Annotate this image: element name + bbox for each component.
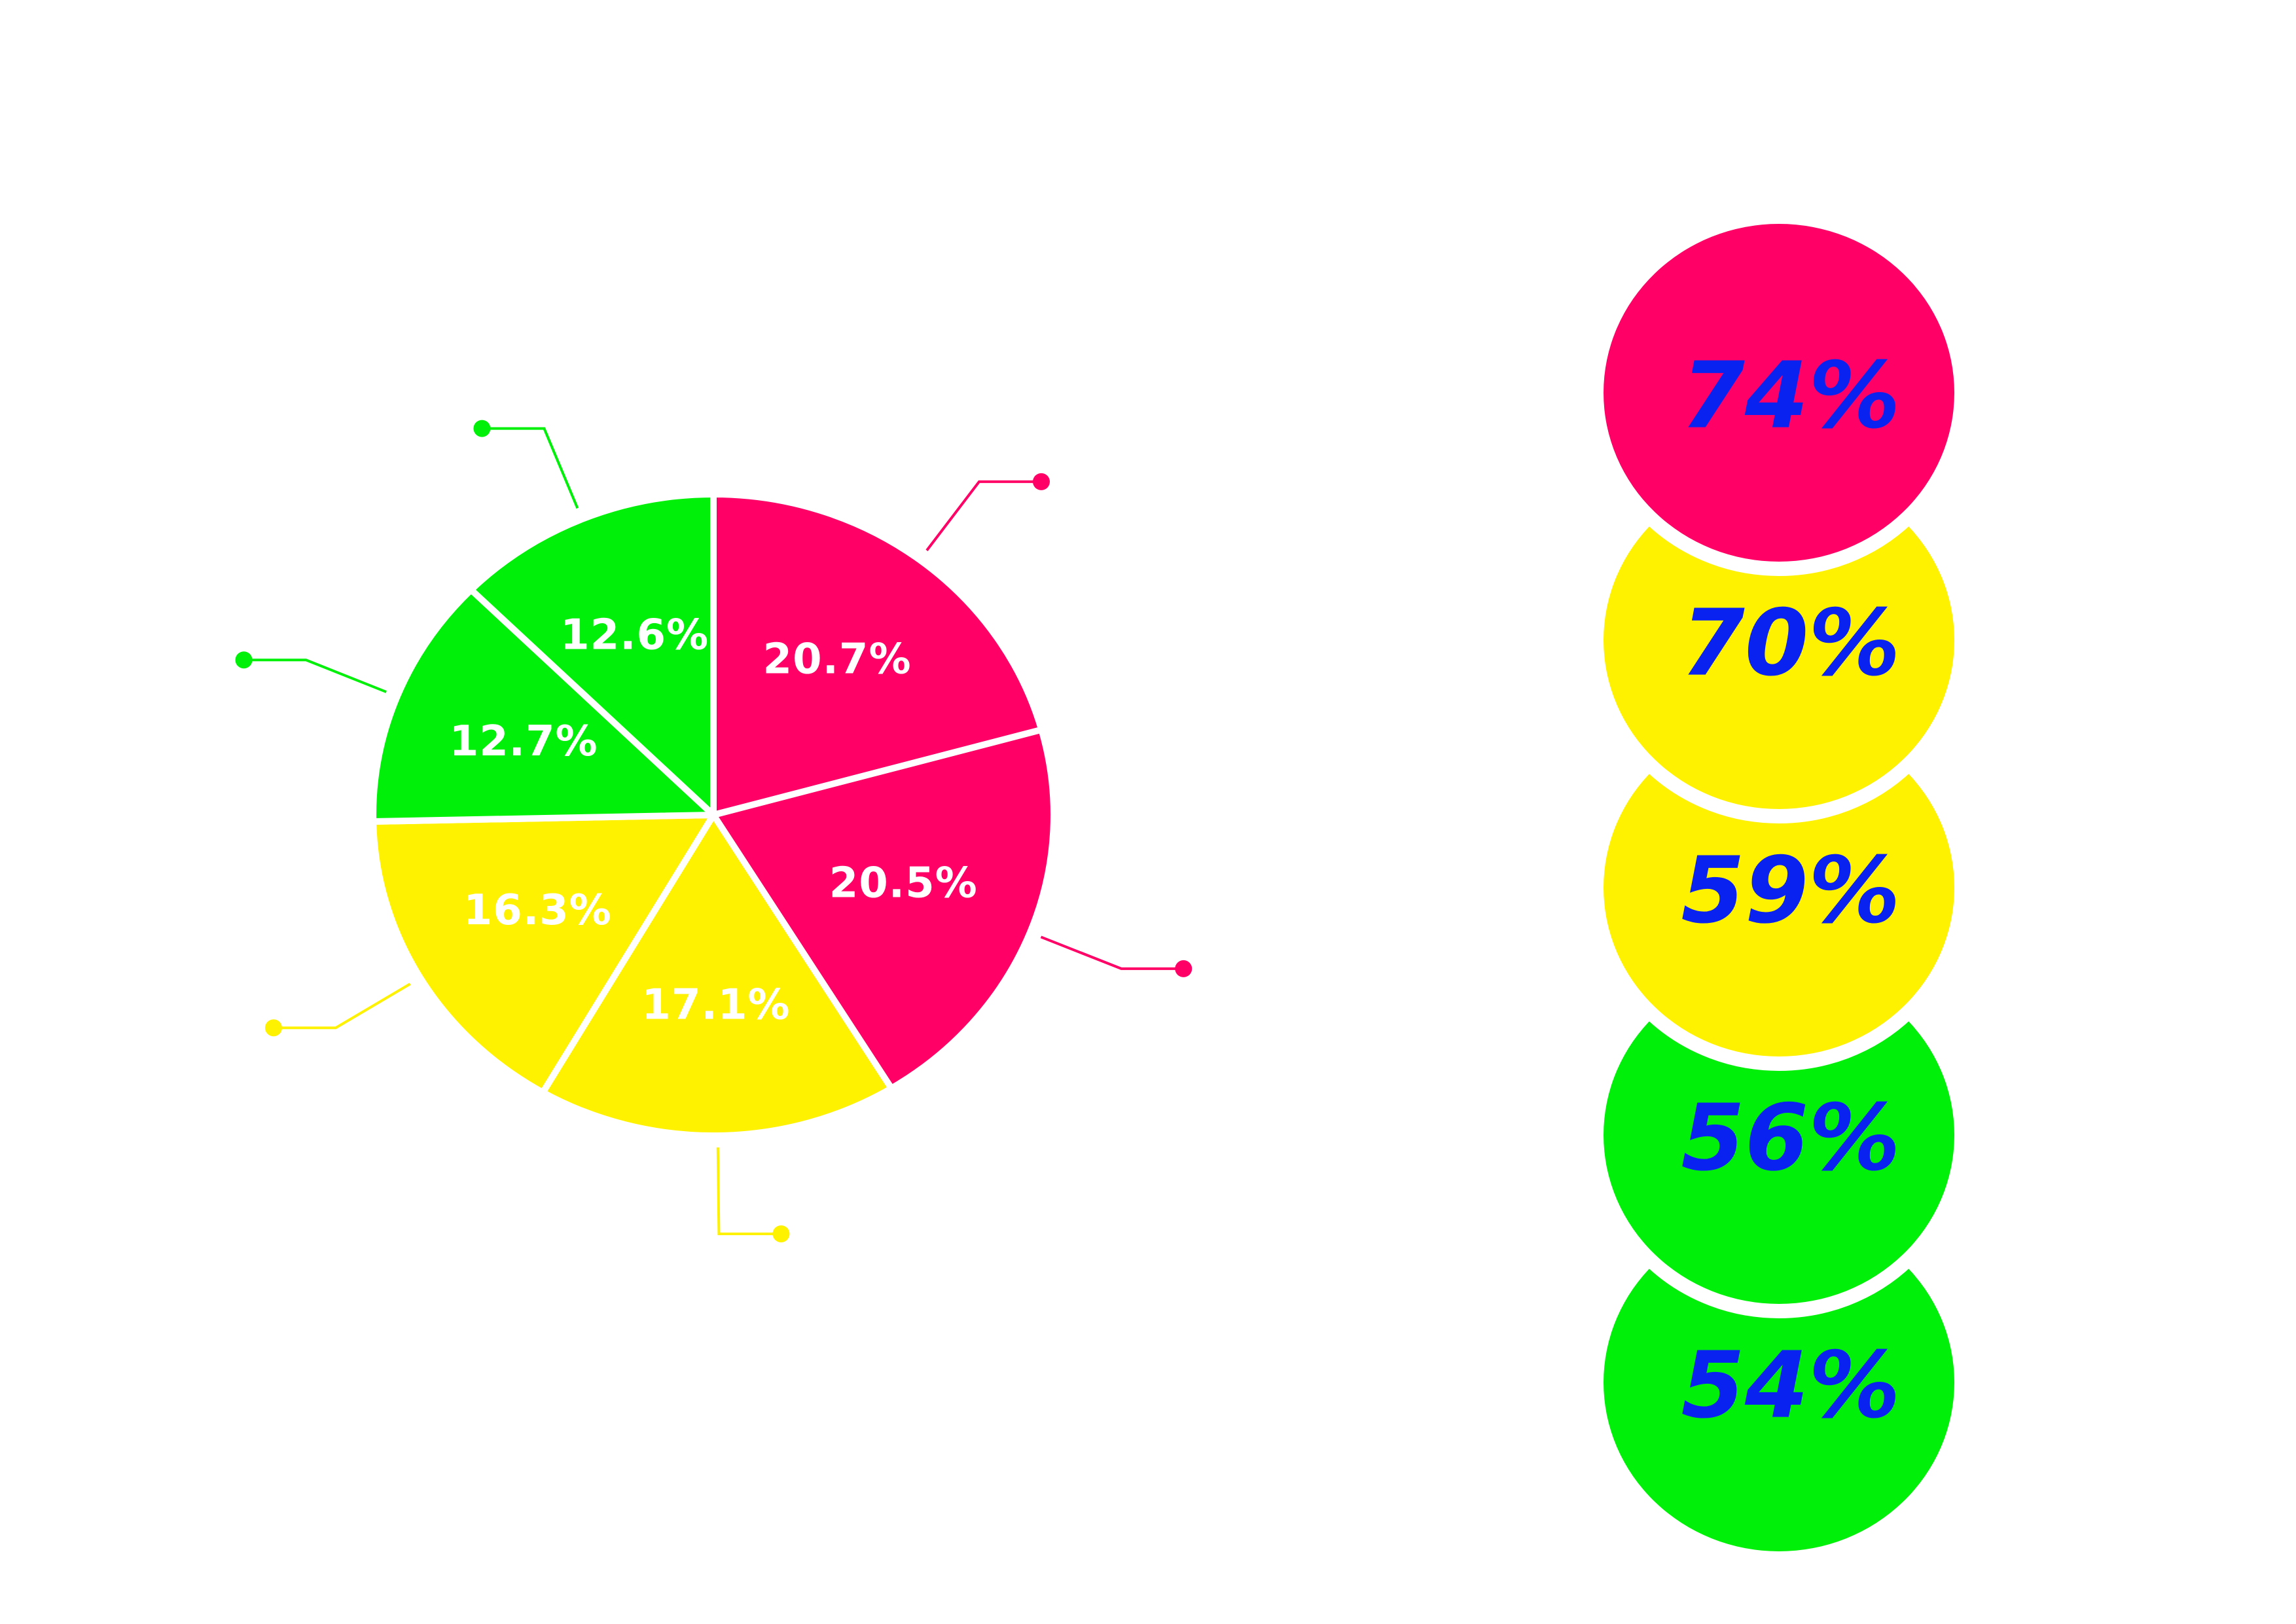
- slice-label: 12.6%: [560, 611, 709, 659]
- bubble-value: 70%: [1681, 590, 1900, 697]
- bubble-fill: [1604, 471, 1954, 809]
- percentage-bubble: 56%: [1589, 952, 1969, 1318]
- pie-chart: 20.7% 20.5% 17.1% 16.3% 12.7% 12.6%: [235, 420, 1193, 1242]
- percentage-bubble: 70%: [1589, 457, 1969, 823]
- callout-line: [925, 480, 1041, 552]
- slice-label: 12.7%: [450, 717, 598, 766]
- slice-label: 20.5%: [829, 859, 978, 907]
- slice-label: 20.7%: [763, 636, 912, 684]
- bubble-fill: [1604, 224, 1954, 562]
- callout-line: [716, 1147, 781, 1235]
- percentage-bubble: 54%: [1589, 1199, 1969, 1566]
- callout-line: [1040, 935, 1184, 970]
- bubble-fill: [1604, 966, 1954, 1304]
- pie-slice: [370, 812, 717, 1096]
- callout-dot: [235, 651, 253, 669]
- bubble-value: 59%: [1681, 838, 1900, 945]
- bubble-value: 56%: [1681, 1085, 1900, 1192]
- bubble-value: 54%: [1681, 1333, 1900, 1439]
- slice-label: 16.3%: [463, 886, 612, 935]
- callout-dot: [1032, 473, 1050, 490]
- callout-dot: [772, 1225, 790, 1242]
- pie-slice: [710, 726, 1057, 1092]
- pie-slice: [710, 491, 1045, 818]
- percentage-bubble: 59%: [1589, 704, 1969, 1071]
- slice-label: 17.1%: [641, 981, 790, 1030]
- callout-dot: [473, 420, 491, 437]
- bubble-fill: [1604, 1214, 1954, 1551]
- pie-slice: [370, 586, 717, 825]
- callout-line: [243, 659, 387, 693]
- pie-slice: [467, 491, 717, 818]
- pie-slice: [539, 812, 895, 1139]
- callout-line: [273, 983, 411, 1030]
- percentage-bubble: 74%: [1589, 209, 1969, 576]
- bubble-fill: [1604, 719, 1954, 1056]
- callout-line: [482, 427, 579, 509]
- callout-dot: [264, 1019, 282, 1037]
- bubble-value: 74%: [1681, 343, 1900, 450]
- percentage-bubble-stack: 54% 56% 59% 70% 74%: [1589, 209, 1969, 1566]
- callout-dot: [1175, 960, 1193, 977]
